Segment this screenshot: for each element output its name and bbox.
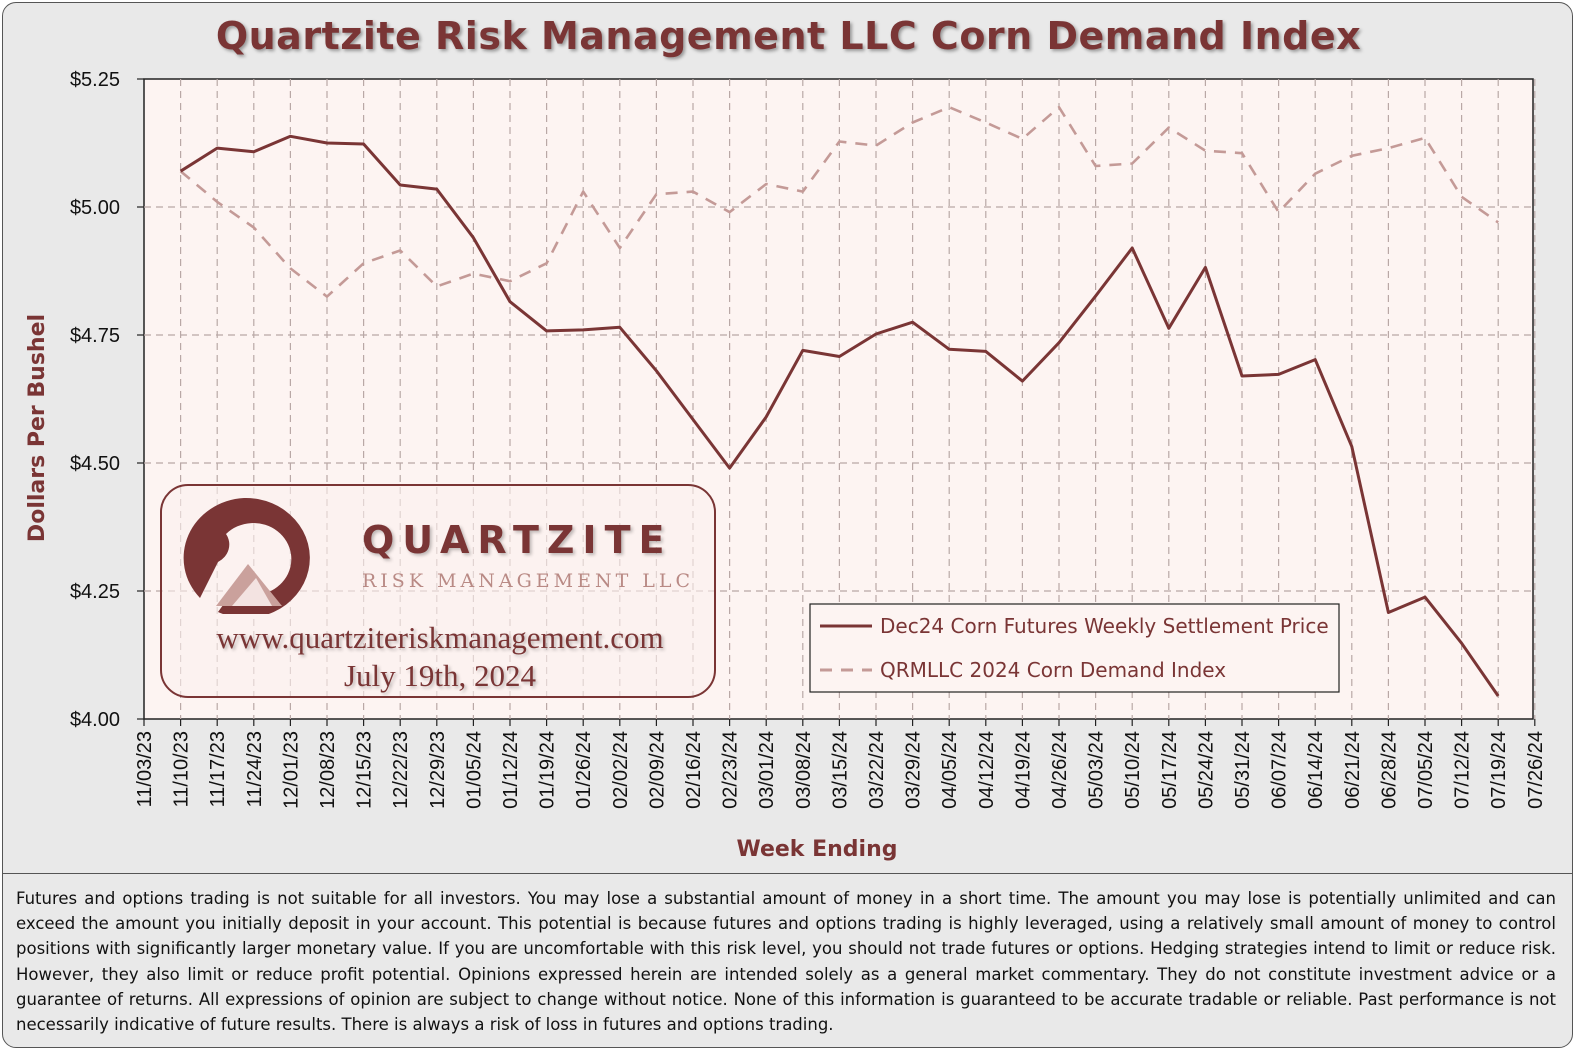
x-tick-label: 02/02/24 bbox=[610, 731, 632, 809]
x-tick-label: 06/28/24 bbox=[1378, 731, 1400, 809]
x-tick-label: 04/19/24 bbox=[1012, 731, 1034, 809]
legend-label-settlement: Dec24 Corn Futures Weekly Settlement Pri… bbox=[880, 614, 1329, 638]
x-tick-label: 12/22/23 bbox=[390, 731, 412, 809]
x-tick-label: 04/12/24 bbox=[976, 731, 998, 809]
x-tick-label: 01/05/24 bbox=[463, 731, 485, 809]
x-tick-label: 02/09/24 bbox=[646, 731, 668, 809]
y-tick-label: $4.50 bbox=[70, 453, 120, 475]
x-tick-label: 12/15/23 bbox=[354, 731, 376, 809]
chart-svg: $4.00$4.25$4.50$4.75$5.00$5.25 11/03/23 1… bbox=[25, 69, 1547, 862]
x-tick-label: 03/15/24 bbox=[829, 731, 851, 809]
series-layer bbox=[179, 105, 1500, 697]
x-tick-label: 07/12/24 bbox=[1452, 731, 1474, 809]
x-tick-label: 01/12/24 bbox=[500, 731, 522, 809]
report-date: July 19th, 2024 bbox=[343, 658, 537, 693]
x-tick-label: 06/21/24 bbox=[1342, 731, 1364, 809]
x-tick-label: 05/17/24 bbox=[1159, 731, 1181, 809]
x-tick-label: 07/05/24 bbox=[1415, 731, 1437, 809]
quartzite-logo-icon bbox=[183, 497, 310, 614]
x-tick-label: 03/01/24 bbox=[756, 731, 778, 809]
x-tick-label: 11/03/23 bbox=[134, 731, 156, 807]
y-tick-label: $4.75 bbox=[70, 325, 120, 347]
y-tick-label: $5.00 bbox=[70, 197, 120, 219]
x-tick-label: 12/08/23 bbox=[317, 731, 339, 809]
x-tick-label: 05/31/24 bbox=[1232, 731, 1254, 809]
logo-subtitle: RISK MANAGEMENT LLC bbox=[362, 570, 695, 592]
footer-divider bbox=[2, 873, 1573, 874]
x-tick-label: 11/24/23 bbox=[244, 731, 266, 807]
logo-name: QUARTZITE bbox=[362, 518, 673, 562]
x-tick-label: 02/16/24 bbox=[683, 731, 705, 809]
x-tick-label: 01/26/24 bbox=[573, 731, 595, 809]
y-tick-label: $5.25 bbox=[70, 69, 120, 91]
y-tick-label: $4.00 bbox=[70, 709, 120, 731]
x-tick-label: 11/17/23 bbox=[207, 731, 229, 807]
x-tick-labels: 11/03/23 11/10/23 11/17/23 11/24/23 12/01/23… bbox=[134, 719, 1547, 809]
x-tick-label: 05/24/24 bbox=[1195, 731, 1217, 809]
legend-label-demand-index: QRMLLC 2024 Corn Demand Index bbox=[880, 658, 1226, 682]
x-tick-label: 12/01/23 bbox=[280, 731, 302, 809]
x-tick-label: 01/19/24 bbox=[537, 731, 559, 809]
x-tick-label: 04/05/24 bbox=[939, 731, 961, 809]
x-tick-label: 03/22/24 bbox=[866, 731, 888, 809]
y-tick-label: $4.25 bbox=[70, 581, 120, 603]
legend-box bbox=[809, 603, 1340, 693]
logo-panel: QUARTZITE RISK MANAGEMENT LLC www.quartz… bbox=[160, 484, 716, 698]
x-tick-label: 05/10/24 bbox=[1122, 731, 1144, 809]
x-axis-title: Week Ending bbox=[736, 837, 897, 862]
x-tick-label: 02/23/24 bbox=[720, 731, 742, 809]
x-tick-label: 07/26/24 bbox=[1525, 731, 1547, 809]
x-tick-label: 06/07/24 bbox=[1269, 731, 1291, 809]
disclaimer-text: Futures and options trading is not suita… bbox=[16, 889, 1556, 1035]
x-tick-label: 12/29/23 bbox=[427, 731, 449, 809]
x-tick-label: 03/08/24 bbox=[793, 731, 815, 809]
x-tick-label: 03/29/24 bbox=[903, 731, 925, 809]
y-tick-labels: $4.00 $4.25 $4.50 $4.75 $5.00 $5.25 bbox=[70, 69, 144, 731]
x-tick-label: 11/10/23 bbox=[171, 731, 193, 807]
y-axis-title: Dollars Per Bushel bbox=[25, 314, 50, 542]
series-line-settlement-price bbox=[179, 134, 1500, 697]
x-tick-label: 07/19/24 bbox=[1488, 731, 1510, 809]
website-url[interactable]: www.quartziteriskmanagement.com bbox=[216, 620, 664, 655]
series-line-demand-index bbox=[179, 105, 1499, 298]
x-tick-label: 06/14/24 bbox=[1305, 731, 1327, 809]
x-tick-label: 04/26/24 bbox=[1049, 731, 1071, 809]
legend: Dec24 Corn Futures Weekly Settlement Pri… bbox=[809, 603, 1340, 693]
x-tick-label: 05/03/24 bbox=[1086, 731, 1108, 809]
chart-title: Quartzite Risk Management LLC Corn Deman… bbox=[215, 14, 1362, 58]
